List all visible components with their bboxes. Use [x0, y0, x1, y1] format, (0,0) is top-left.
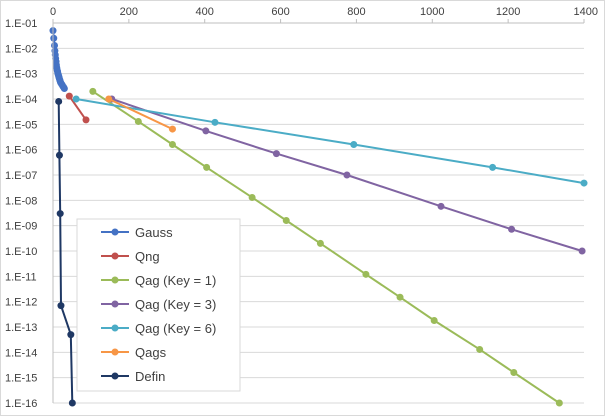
legend-label: Defin	[135, 369, 165, 384]
data-point	[396, 293, 404, 301]
series-3	[108, 95, 586, 255]
series-1	[65, 92, 90, 124]
x-tick-label: 400	[196, 6, 214, 18]
data-point	[350, 140, 358, 148]
data-point	[55, 97, 63, 105]
legend-swatch-marker	[111, 300, 119, 308]
data-point	[168, 140, 176, 148]
data-point	[555, 399, 563, 407]
legend-swatch-marker	[111, 324, 119, 332]
x-tick-label: 800	[347, 6, 365, 18]
data-point	[168, 125, 176, 133]
data-point	[343, 171, 351, 179]
x-tick-label: 1000	[420, 6, 444, 18]
legend-label: Qag (Key = 3)	[135, 297, 216, 312]
y-axis: 1.E-01 1.E-02 1.E-03 1.E-04 1.E-05 1.E-06 1.E-…	[5, 18, 37, 410]
y-tick-label: 1.E-11	[5, 271, 37, 283]
data-point	[508, 225, 516, 233]
y-tick-label: 1.E-04	[5, 94, 37, 106]
y-tick-label: 1.E-01	[5, 18, 37, 30]
data-point	[430, 317, 438, 325]
y-tick-label: 1.E-06	[5, 145, 37, 157]
x-tick-label: 600	[271, 6, 289, 18]
x-tick-label: 1200	[496, 6, 520, 18]
series-line	[68, 95, 87, 121]
y-tick-label: 1.E-14	[5, 347, 37, 359]
legend-swatch-marker	[111, 372, 119, 380]
data-point	[72, 95, 80, 103]
legend-item: Qag (Key = 6)	[101, 321, 216, 336]
legend-item: Qng	[101, 249, 160, 264]
legend-item: Gauss	[101, 225, 173, 240]
data-point	[68, 399, 76, 407]
legend-item: Defin	[101, 369, 165, 384]
y-tick-label: 1.E-16	[5, 398, 37, 410]
data-point	[510, 368, 518, 376]
data-point	[203, 163, 211, 171]
data-point	[316, 239, 324, 247]
legend-label: Gauss	[135, 225, 173, 240]
x-axis: 0 200 400 600 800 1000 1200 1400	[50, 6, 598, 403]
data-point	[65, 92, 73, 100]
x-tick-label: 0	[50, 6, 56, 18]
series-4	[72, 95, 588, 187]
data-point	[50, 34, 58, 42]
x-tick-label: 200	[120, 6, 138, 18]
y-tick-label: 1.E-13	[5, 322, 37, 334]
legend-item: Qags	[101, 345, 167, 360]
data-point	[489, 163, 497, 171]
data-point	[105, 95, 113, 103]
legend-label: Qag (Key = 6)	[135, 321, 216, 336]
series-layer	[49, 27, 588, 407]
data-point	[134, 117, 142, 125]
y-tick-label: 1.E-02	[5, 43, 37, 55]
legend-label: Qng	[135, 249, 160, 264]
y-tick-label: 1.E-09	[5, 221, 37, 233]
data-point	[476, 345, 484, 353]
series-0	[49, 27, 68, 92]
data-point	[67, 331, 75, 339]
legend-swatch-marker	[111, 348, 119, 356]
data-point	[57, 302, 65, 310]
data-point	[202, 127, 210, 135]
y-tick-label: 1.E-05	[5, 119, 37, 131]
data-point	[56, 210, 64, 218]
data-point	[60, 84, 68, 92]
series-line	[108, 98, 173, 131]
legend-swatch-marker	[111, 252, 119, 260]
data-point	[272, 150, 280, 158]
y-tick-label: 1.E-07	[5, 170, 37, 182]
legend-item: Qag (Key = 3)	[101, 297, 216, 312]
x-tick-label: 1400	[574, 6, 598, 18]
data-point	[248, 193, 256, 201]
legend: Gauss Qng Qag (Key = 1) Qag (Key = 3) Qag (K…	[76, 218, 241, 392]
data-point	[437, 202, 445, 210]
data-point	[282, 216, 290, 224]
data-point	[580, 179, 588, 187]
data-point	[55, 151, 63, 159]
data-point	[362, 270, 370, 278]
legend-swatch-marker	[111, 276, 119, 284]
y-tick-label: 1.E-10	[5, 246, 37, 258]
legend-item: Qag (Key = 1)	[101, 273, 216, 288]
data-point	[211, 118, 219, 126]
y-tick-label: 1.E-15	[5, 373, 37, 385]
data-point	[578, 247, 586, 255]
series-line	[57, 101, 74, 404]
y-tick-label: 1.E-12	[5, 297, 37, 309]
data-point	[89, 87, 97, 95]
legend-label: Qag (Key = 1)	[135, 273, 216, 288]
series-5	[105, 95, 176, 133]
series-6	[55, 97, 76, 407]
legend-label: Qags	[135, 345, 167, 360]
series-2	[89, 87, 563, 407]
y-tick-label: 1.E-03	[5, 69, 37, 81]
legend-swatch-marker	[111, 228, 119, 236]
data-point	[82, 116, 90, 124]
y-tick-label: 1.E-08	[5, 195, 37, 207]
